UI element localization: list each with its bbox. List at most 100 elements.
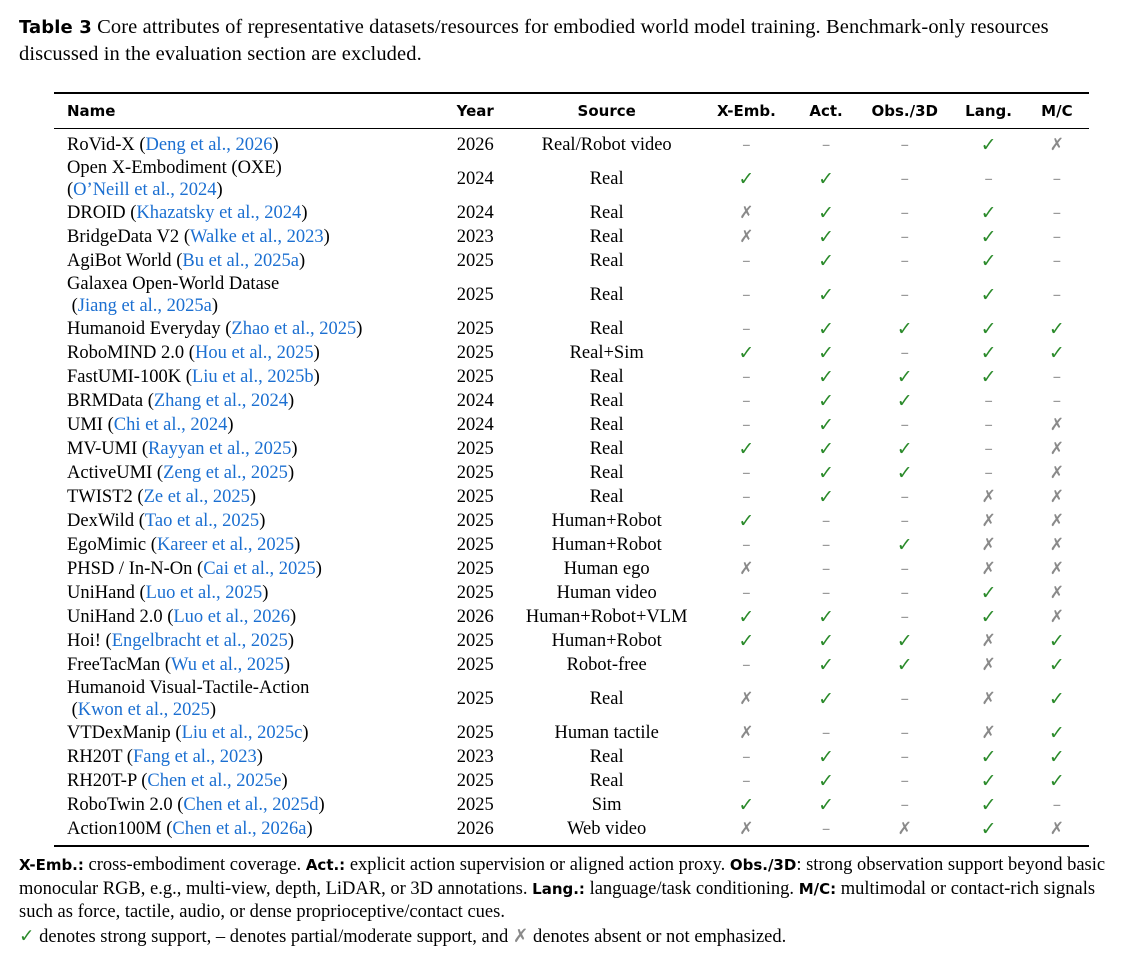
cell-obs3d: ✓	[857, 317, 952, 341]
citation-link[interactable]: Wu et al., 2025	[171, 655, 284, 675]
check-icon: ✓	[818, 225, 835, 248]
cell-year: 2025	[456, 487, 494, 507]
cell-act: ✓	[795, 485, 857, 509]
check-icon: ✓	[818, 461, 835, 484]
check-icon: ✓	[980, 605, 997, 628]
cell-name: TWIST2 (Ze et al., 2025)	[67, 487, 257, 507]
cell-lang: ✗	[952, 653, 1024, 677]
check-icon: ✓	[1048, 317, 1065, 340]
table-row: UniHand 2.0 (Luo et al., 2026) 2026 Human+…	[54, 605, 1089, 629]
citation-link[interactable]: O’Neill et al., 2024	[73, 180, 217, 200]
cell-act: ✓	[795, 157, 857, 201]
citation-link[interactable]: Kareer et al., 2025	[156, 535, 295, 555]
dataset-name: RoboTwin 2.0	[67, 795, 178, 815]
dash-icon: –	[900, 559, 909, 579]
cell-name: DROID (Khazatsky et al., 2024)	[67, 203, 308, 223]
citation-link[interactable]: Tao et al., 2025	[144, 511, 260, 531]
cross-icon: ✗	[1049, 607, 1065, 627]
citation-link[interactable]: Rayyan et al., 2025	[148, 439, 292, 459]
citation-link[interactable]: Chen et al., 2025e	[147, 771, 282, 791]
citation-link[interactable]: Ze et al., 2025	[143, 487, 250, 507]
cell-name: PHSD / In-N-On (Cai et al., 2025)	[67, 559, 322, 579]
dataset-name: RoVid-X	[67, 135, 140, 155]
cell-obs3d: –	[857, 745, 952, 769]
cell-act: ✓	[795, 365, 857, 389]
cell-obs3d: –	[857, 273, 952, 317]
citation-link[interactable]: Cai et al., 2025	[203, 559, 316, 579]
citation-link[interactable]: Liu et al., 2025b	[191, 367, 314, 387]
check-icon: ✓	[738, 509, 755, 532]
check-icon: ✓	[818, 413, 835, 436]
dash-icon: –	[821, 535, 831, 555]
col-header-obs3d: Obs./3D	[857, 92, 953, 129]
citation-link[interactable]: Walke et al., 2023	[189, 227, 324, 247]
col-header-xemb: X-Emb.	[697, 92, 796, 129]
cell-name: UniHand (Luo et al., 2025)	[67, 583, 269, 603]
citation-link[interactable]: Kwon et al., 2025	[77, 700, 210, 720]
cross-icon: ✗	[739, 723, 754, 743]
cross-icon: ✗	[739, 559, 754, 579]
table-row: Hoi! (Engelbracht et al., 2025) 2025 Human…	[54, 629, 1089, 653]
check-icon: ✓	[818, 745, 835, 768]
check-icon: ✓	[818, 437, 835, 460]
cell-obs3d: –	[857, 509, 952, 533]
table-body: RoVid-X (Deng et al., 2026) 2026 Real/Robo…	[54, 129, 1089, 847]
cell-obs3d: –	[857, 249, 952, 273]
check-icon: ✓	[980, 201, 997, 224]
dash-icon: –	[900, 285, 909, 305]
citation-link[interactable]: Jiang et al., 2025a	[77, 296, 212, 316]
legend-dash-icon: –	[215, 926, 226, 947]
dash-icon: –	[821, 559, 831, 579]
cross-icon: ✗	[1049, 535, 1065, 555]
check-icon: ✓	[1048, 687, 1065, 710]
cell-lang: ✓	[952, 581, 1024, 605]
citation-link[interactable]: Chen et al., 2026a	[172, 819, 307, 839]
table-row: MV-UMI (Rayyan et al., 2025) 2025 Real ✓ ✓ ✓ –…	[54, 437, 1089, 461]
cell-source: Robot-free	[566, 655, 647, 675]
cell-mc: ✗	[1024, 817, 1089, 847]
cross-icon: ✗	[981, 723, 996, 743]
citation-link[interactable]: Deng et al., 2026	[145, 135, 273, 155]
cell-act: ✓	[795, 225, 857, 249]
cell-year: 2026	[456, 607, 494, 627]
citation-link[interactable]: Luo et al., 2025	[145, 583, 263, 603]
footnote-text-lang: language/task conditioning.	[584, 878, 799, 899]
cell-name: UniHand 2.0 (Luo et al., 2026)	[67, 607, 297, 627]
cell-name: MV-UMI (Rayyan et al., 2025)	[67, 439, 298, 459]
cell-year: 2024	[456, 415, 494, 435]
citation-link[interactable]: Zeng et al., 2025	[163, 463, 288, 483]
check-icon: ✓	[896, 533, 913, 556]
cell-mc: –	[1025, 249, 1089, 273]
cell-source: Human tactile	[554, 723, 659, 743]
citation-link[interactable]: Zhang et al., 2024	[153, 391, 288, 411]
cell-lang: –	[952, 389, 1024, 413]
cell-obs3d: –	[857, 721, 952, 745]
footnote-key-act: Act.:	[305, 856, 346, 874]
citation-link[interactable]: Fang et al., 2023	[132, 747, 257, 767]
citation-link[interactable]: Engelbracht et al., 2025	[111, 631, 288, 651]
dataset-name: BRMData	[67, 391, 148, 411]
citation-link[interactable]: Luo et al., 2026	[173, 607, 291, 627]
citation-link[interactable]: Chi et al., 2024	[113, 415, 228, 435]
dataset-name: Humanoid Visual-Tactile-Action	[67, 678, 310, 698]
cell-name: Humanoid Everyday (Zhao et al., 2025)	[67, 319, 363, 339]
citation-link[interactable]: Zhao et al., 2025	[231, 319, 357, 339]
cell-lang: ✓	[952, 793, 1024, 817]
cell-name: Humanoid Visual-Tactile-Action (Kwon et …	[67, 678, 310, 720]
legend-cross-icon: ✗	[512, 925, 529, 947]
citation-link[interactable]: Bu et al., 2025a	[182, 251, 299, 271]
citation-link[interactable]: Liu et al., 2025c	[181, 723, 303, 743]
cell-year: 2025	[456, 631, 494, 651]
table-row: RoVid-X (Deng et al., 2026) 2026 Real/Robo…	[54, 129, 1089, 158]
cell-act: ✓	[795, 653, 857, 677]
cell-source: Real	[589, 689, 624, 709]
citation-link[interactable]: Khazatsky et al., 2024	[136, 203, 302, 223]
cell-mc: –	[1025, 365, 1089, 389]
cell-obs3d: –	[857, 605, 952, 629]
check-icon: ✓	[896, 389, 913, 412]
citation-link[interactable]: Chen et al., 2025d	[183, 795, 319, 815]
cell-lang: ✓	[952, 129, 1024, 158]
citation-link[interactable]: Hou et al., 2025	[194, 343, 314, 363]
cell-obs3d: –	[857, 793, 952, 817]
table-row: RH20T (Fang et al., 2023) 2023 Real – ✓ – ✓ ✓	[54, 745, 1089, 769]
